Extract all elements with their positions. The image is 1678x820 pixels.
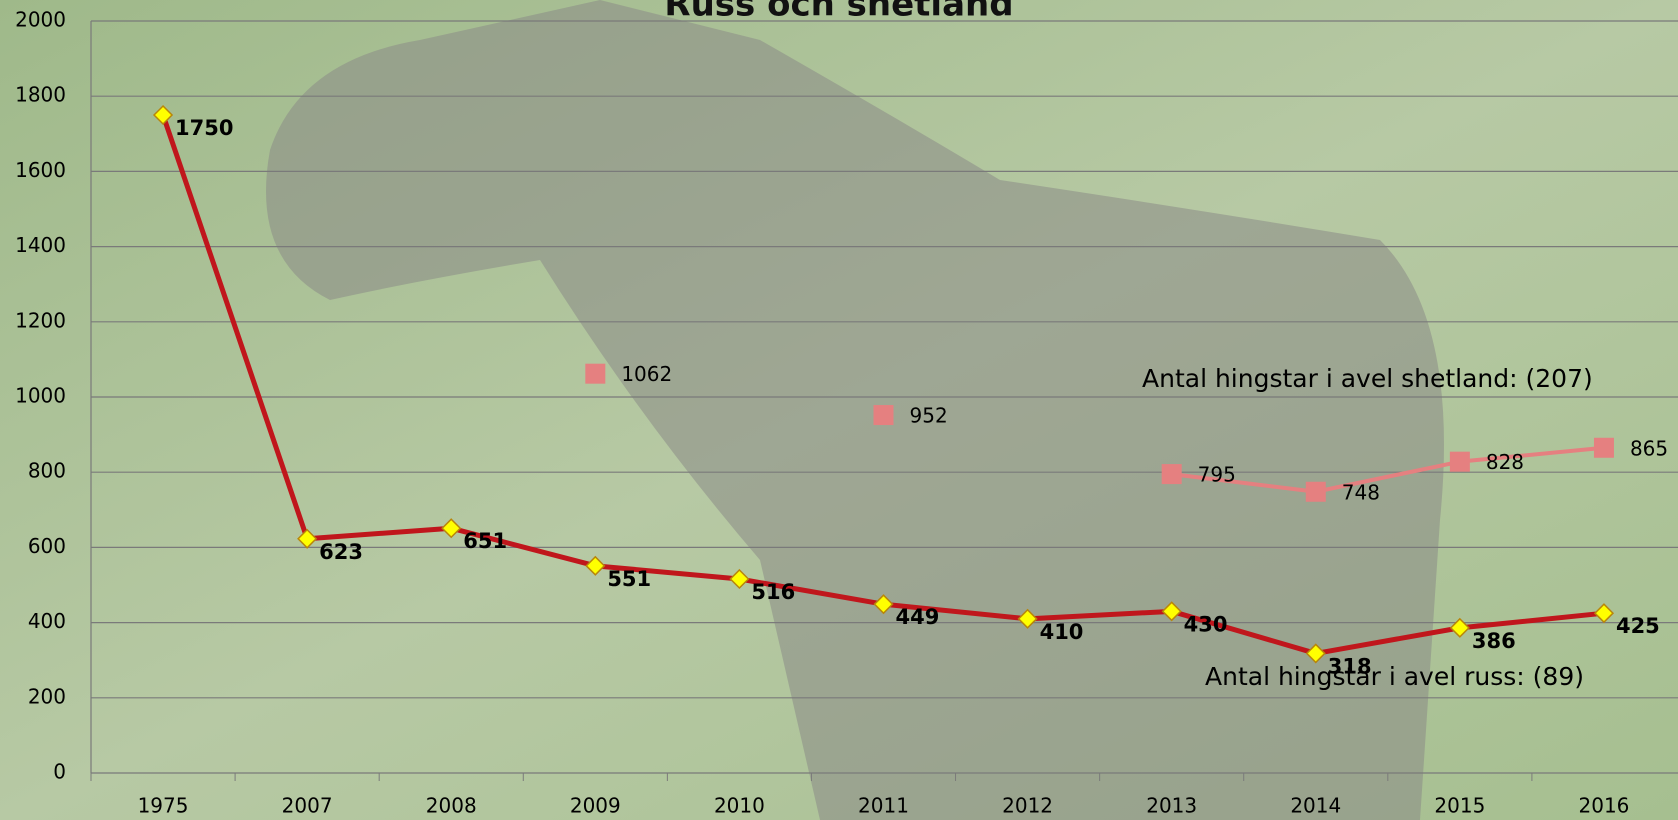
data-label: 551: [607, 567, 651, 591]
data-point: [1593, 603, 1615, 624]
data-point: [1305, 481, 1326, 502]
y-tick-label: 1600: [15, 158, 66, 182]
y-tick-label: 600: [28, 534, 66, 558]
horse-silhouette: [266, 0, 1444, 820]
data-point: [441, 518, 462, 539]
y-tick-label: 0: [53, 760, 66, 784]
y-tick-label: 1800: [15, 83, 66, 107]
data-point: [1449, 617, 1470, 638]
data-label: 516: [751, 580, 795, 604]
data-label: 386: [1472, 629, 1516, 653]
data-point: [152, 104, 174, 126]
x-tick-label: 2010: [714, 794, 765, 818]
data-label: 651: [463, 529, 507, 553]
x-tick-label: 1975: [138, 794, 189, 818]
data-label: 425: [1616, 614, 1660, 638]
series-label: Antal hingstar i avel shetland: (207): [1142, 364, 1593, 393]
data-label: 828: [1486, 450, 1524, 474]
data-label: 795: [1198, 463, 1236, 487]
y-tick-label: 1000: [15, 384, 66, 408]
y-tick-label: 800: [28, 459, 66, 483]
y-tick-label: 200: [28, 684, 66, 708]
data-label: 430: [1184, 612, 1228, 636]
series-line: [1171, 445, 1605, 494]
data-point: [873, 594, 894, 615]
series-label: Antal hingstar i avel russ: (89): [1205, 662, 1584, 691]
data-point: [1017, 608, 1038, 629]
x-tick-label: 2007: [282, 794, 333, 818]
data-point: [297, 528, 318, 549]
x-tick-label: 2011: [858, 794, 909, 818]
data-label: 748: [1342, 480, 1380, 504]
x-tick-label: 2014: [1290, 794, 1341, 818]
y-tick-label: 1400: [15, 233, 66, 257]
x-tick-label: 2013: [1146, 794, 1197, 818]
data-label: 318: [1328, 654, 1372, 678]
data-point: [1305, 643, 1326, 664]
data-label: 952: [910, 404, 948, 428]
data-point: [873, 405, 894, 426]
data-point: [1161, 464, 1182, 485]
data-label: 449: [896, 605, 940, 629]
data-label: 410: [1040, 620, 1084, 644]
data-label: 1750: [175, 116, 233, 140]
data-point: [729, 568, 750, 590]
x-tick-label: 2016: [1579, 794, 1630, 818]
x-tick-label: 2015: [1434, 794, 1485, 818]
data-point: [1449, 451, 1470, 472]
data-label: 623: [319, 540, 363, 564]
y-tick-label: 400: [28, 609, 66, 633]
data-point: [585, 555, 606, 576]
y-tick-label: 1200: [15, 308, 66, 332]
data-point: [1161, 601, 1182, 622]
x-tick-label: 2012: [1002, 794, 1053, 818]
x-tick-label: 2009: [570, 794, 621, 818]
data-label: 1062: [621, 362, 672, 386]
data-point: [585, 363, 606, 384]
data-label: 865: [1630, 436, 1668, 460]
y-tick-label: 2000: [15, 8, 66, 32]
data-point: [1593, 437, 1614, 458]
x-tick-label: 2008: [426, 794, 477, 818]
